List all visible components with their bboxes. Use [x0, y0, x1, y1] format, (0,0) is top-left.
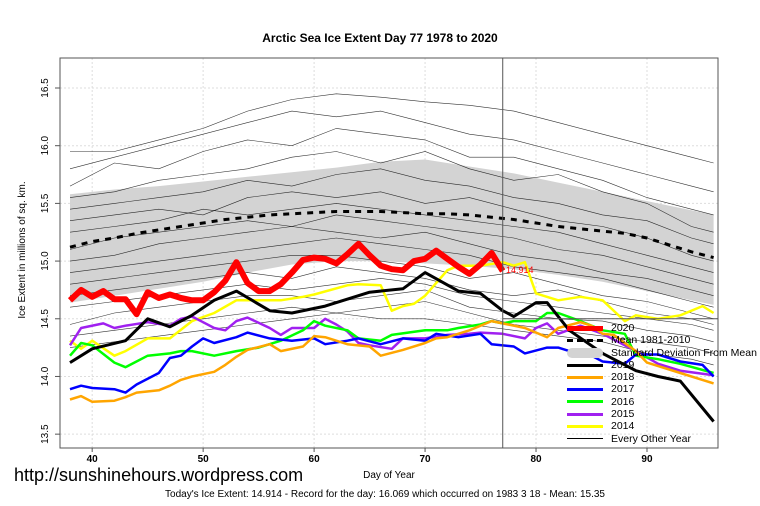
other-year-line	[70, 93, 714, 164]
other-year-line	[69, 203, 714, 273]
legend-swatch	[567, 412, 603, 416]
legend-label: 2020	[611, 322, 635, 334]
other-year-line	[69, 255, 714, 320]
legend-item: Standard Deviation From Mean	[567, 347, 757, 359]
other-year-line	[69, 226, 714, 296]
x-tick-label: 50	[198, 454, 210, 465]
legend-swatch	[567, 388, 603, 392]
legend-item: 2018	[567, 371, 757, 383]
legend-label: 2015	[611, 408, 635, 421]
summary-text: Today's Ice Extent: 14.914 - Record for …	[165, 489, 605, 500]
legend-swatch	[567, 325, 603, 331]
legend-item: 2017	[567, 383, 757, 395]
legend-label: 2016	[611, 395, 635, 408]
other-year-line	[69, 191, 714, 262]
legend-label: 2014	[611, 420, 635, 433]
legend-swatch	[567, 338, 603, 342]
other-year-line	[69, 289, 714, 343]
mean-line	[69, 210, 714, 260]
other-year-line	[69, 110, 714, 193]
series-line-2017	[69, 331, 715, 394]
x-tick-label: 70	[419, 454, 431, 465]
legend-item: 2019	[567, 359, 757, 371]
today-value-label: 14.914	[506, 265, 534, 275]
legend-swatch	[567, 438, 603, 440]
legend-label: Mean 1981-2010	[611, 334, 691, 347]
y-tick-label: 16.0	[40, 136, 51, 156]
watermark-url: http://sunshinehours.wordpress.com	[14, 465, 304, 485]
legend-swatch	[567, 347, 603, 358]
legend-swatch	[567, 425, 603, 429]
other-year-line	[69, 214, 714, 285]
other-year-line	[69, 237, 714, 308]
legend-swatch	[567, 400, 603, 404]
legend-item: Mean 1981-2010	[567, 334, 757, 346]
y-tick-label: 16.5	[40, 78, 51, 98]
series-line-2018	[69, 319, 714, 404]
legend-item: Every Other Year	[567, 433, 757, 445]
other-year-line	[69, 128, 714, 216]
series-line-2020	[67, 240, 506, 318]
legend-item: 2016	[567, 396, 757, 408]
other-year-line	[69, 168, 714, 245]
other-year-line	[69, 312, 714, 366]
other-year-line	[69, 266, 714, 325]
y-tick-label: 15.5	[40, 193, 51, 213]
legend-item: 2015	[567, 408, 757, 420]
legend: 2020 Mean 1981-2010 Standard Deviation Fro…	[567, 322, 757, 445]
legend-swatch	[567, 375, 603, 379]
y-axis-label: Ice Extent in millions of sq. km.	[17, 181, 28, 319]
legend-label: Standard Deviation From Mean	[611, 346, 757, 359]
legend-label: 2019	[611, 358, 635, 371]
x-tick-label: 60	[309, 454, 321, 465]
legend-label: 2017	[611, 383, 635, 396]
legend-label: Every Other Year	[611, 432, 691, 445]
x-axis-label: Day of Year	[363, 470, 415, 481]
other-year-line	[69, 151, 714, 233]
chart-title: Arctic Sea Ice Extent Day 77 1978 to 202…	[262, 31, 498, 45]
plot-frame	[59, 57, 719, 449]
legend-item: 2020	[567, 322, 757, 334]
y-tick-label: 15.0	[40, 251, 51, 271]
x-tick-label: 40	[87, 454, 99, 465]
legend-swatch	[567, 363, 603, 367]
y-tick-label: 14.5	[40, 309, 51, 329]
x-tick-label: 80	[530, 454, 542, 465]
legend-item: 2014	[567, 420, 757, 432]
legend-label: 2018	[611, 371, 635, 384]
y-tick-label: 13.5	[40, 424, 51, 444]
x-tick-label: 90	[641, 454, 653, 465]
y-tick-label: 14.0	[40, 366, 51, 386]
series-line-2014	[69, 260, 715, 357]
other-year-line	[69, 278, 714, 331]
